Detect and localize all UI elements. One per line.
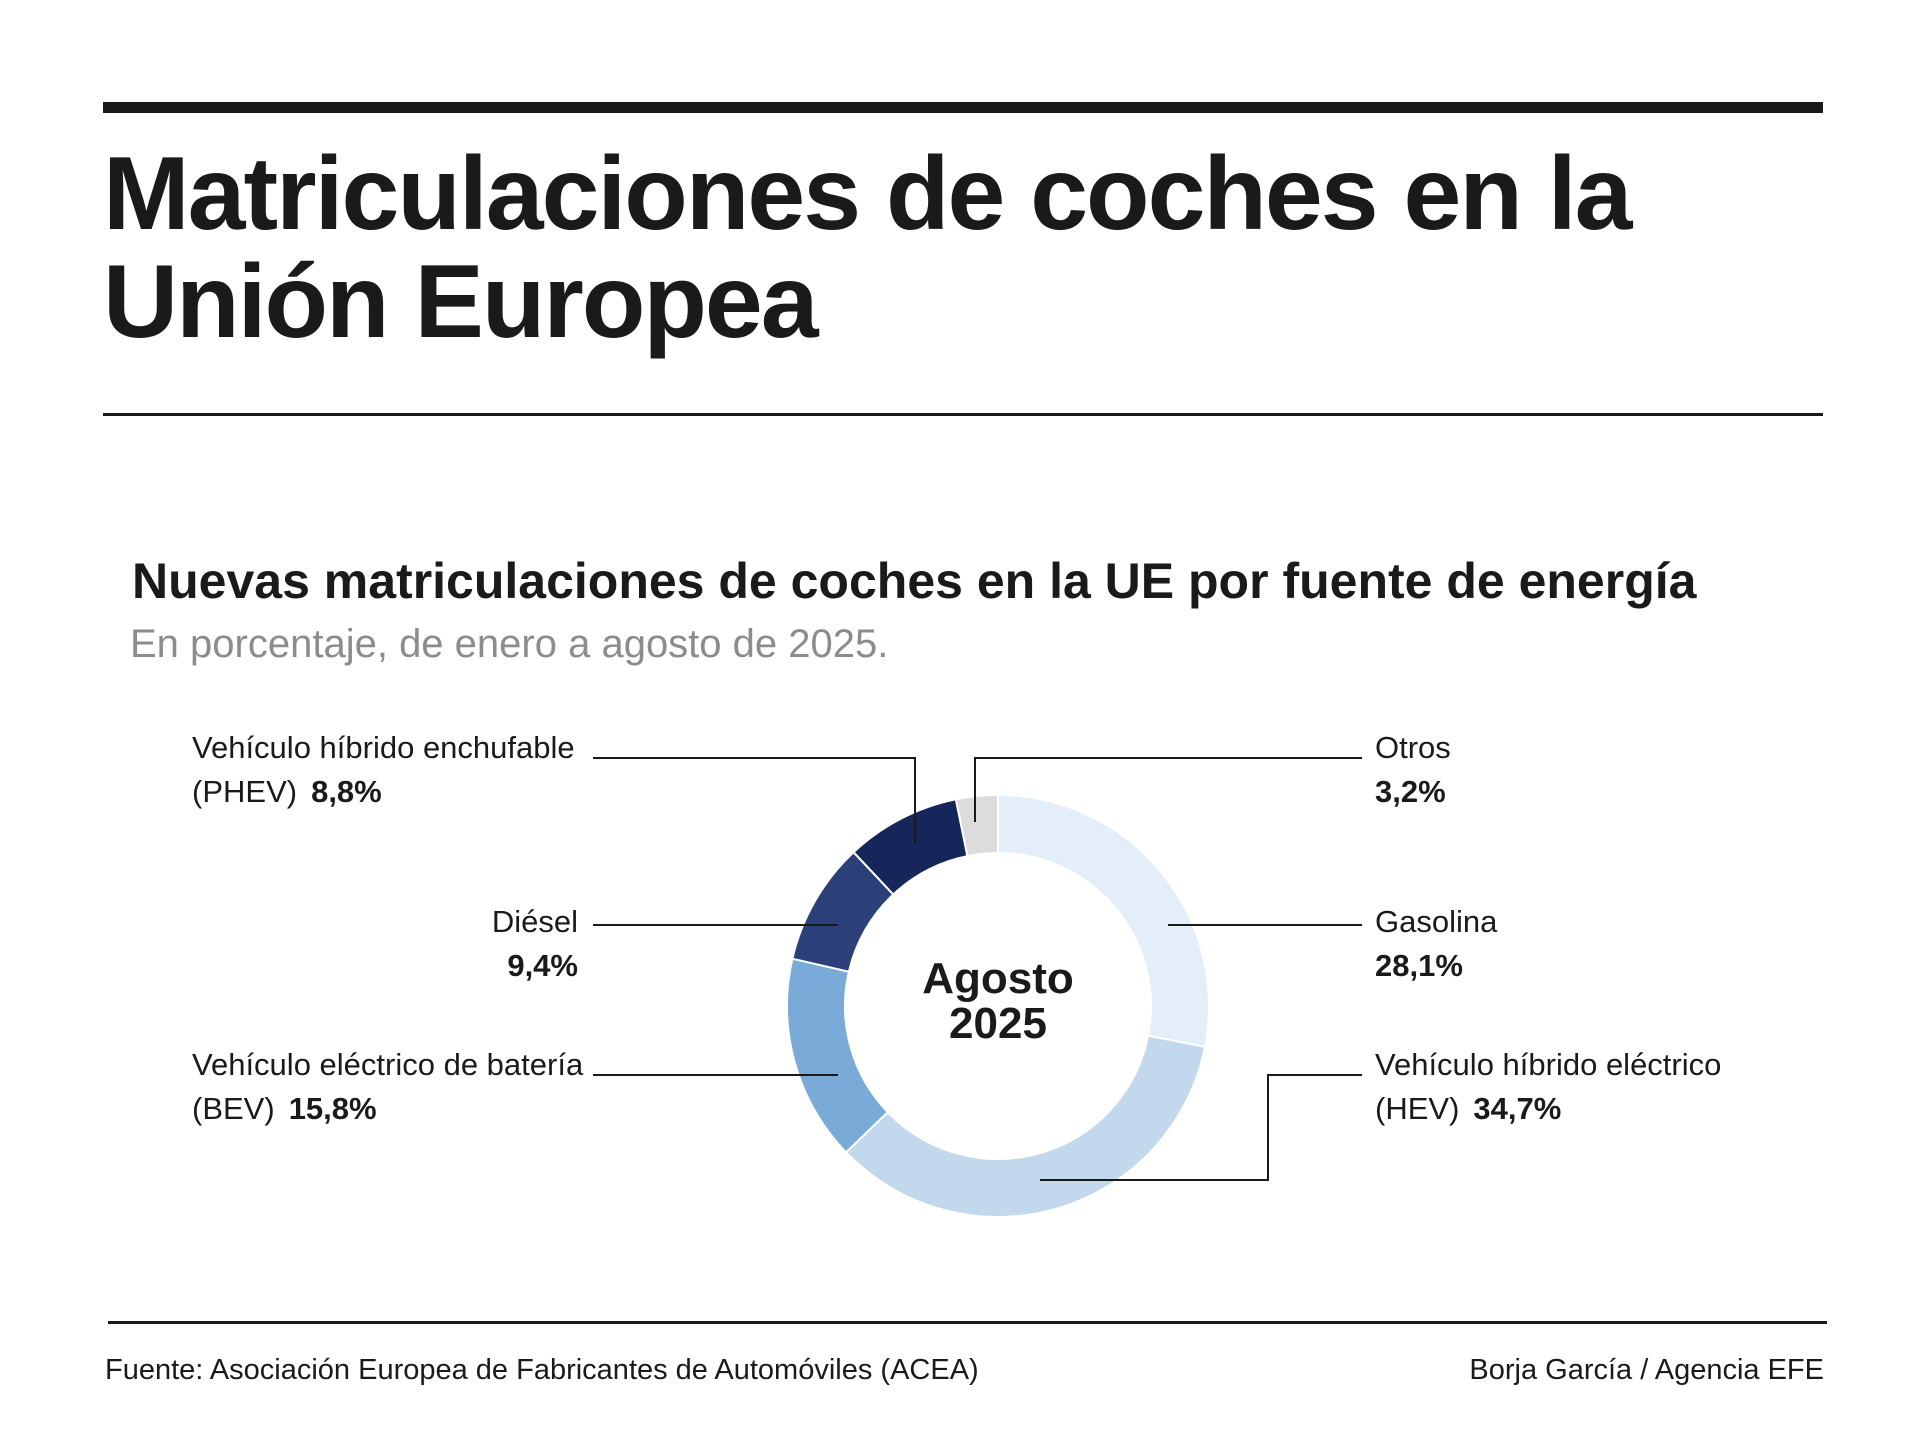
slice-bev <box>786 957 890 1154</box>
label-diesel: Diésel <box>492 904 578 939</box>
leader-hev <box>1040 1074 1362 1181</box>
slice-otros <box>954 793 999 858</box>
label-otros: Otros <box>1375 730 1451 765</box>
label-hev-line2: (HEV) <box>1375 1091 1459 1126</box>
label-phev: Vehículo híbrido enchufable <box>192 730 575 765</box>
label-hev: Vehículo híbrido eléctrico <box>1375 1047 1721 1082</box>
value-phev: 8,8% <box>311 774 382 809</box>
leader-otros <box>974 757 1362 822</box>
slice-hev <box>844 1034 1207 1218</box>
value-bev: 15,8% <box>289 1091 377 1126</box>
slice-labels: Gasolina 28,1% Vehículo híbrido eléctrico (… <box>192 730 1721 1126</box>
label-bev-line2: (BEV) <box>192 1091 275 1126</box>
title-divider <box>103 413 1823 416</box>
label-gasolina: Gasolina <box>1375 904 1498 939</box>
top-rule <box>103 102 1823 113</box>
value-gasolina: 28,1% <box>1375 948 1463 983</box>
donut-slices <box>786 793 1210 1218</box>
value-diesel: 9,4% <box>507 948 578 983</box>
label-phev-line2: (PHEV) <box>192 774 297 809</box>
chart-title: Nuevas matriculaciones de coches en la U… <box>132 553 1697 609</box>
leader-lines <box>593 757 1362 1181</box>
value-otros: 3,2% <box>1375 774 1446 809</box>
leader-phev <box>593 757 916 843</box>
chart-subtitle: En porcentaje, de enero a agosto de 2025… <box>130 622 889 666</box>
value-hev: 34,7% <box>1473 1091 1561 1126</box>
label-bev: Vehículo eléctrico de batería <box>192 1047 584 1082</box>
footer-divider <box>108 1321 1827 1324</box>
credit-note: Borja García / Agencia EFE <box>1469 1354 1824 1386</box>
page-title: Matriculaciones de coches en la Unión Eu… <box>103 136 1633 360</box>
center-label-month: Agosto <box>922 954 1074 1003</box>
source-note: Fuente: Asociación Europea de Fabricante… <box>105 1354 979 1386</box>
center-label-year: 2025 <box>949 999 1047 1048</box>
